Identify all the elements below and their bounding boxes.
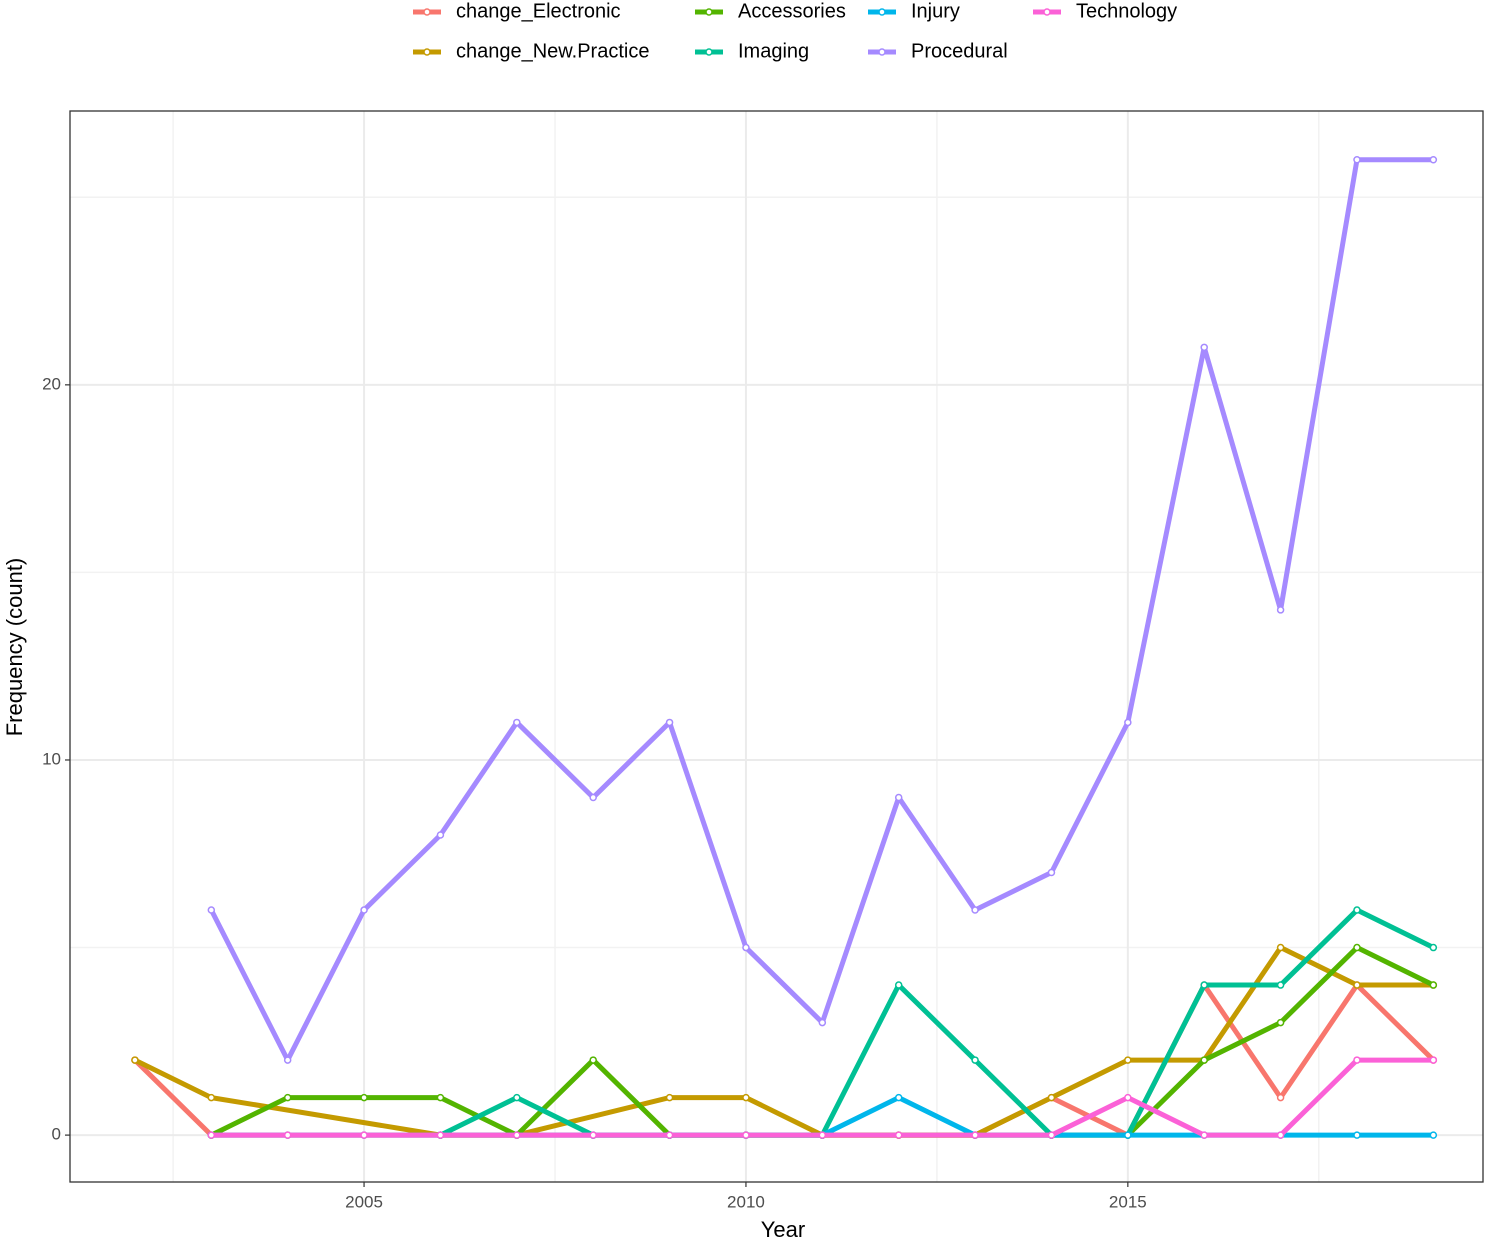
data-point (1353, 1056, 1361, 1064)
legend-label: Imaging (738, 40, 809, 62)
legend-key-point (423, 8, 431, 16)
data-point (1200, 1056, 1208, 1064)
data-point (589, 1056, 597, 1064)
data-point (1200, 343, 1208, 352)
y-tick-label: 0 (52, 1125, 61, 1144)
data-point (1353, 1131, 1361, 1139)
legend-label: Accessories (738, 0, 846, 22)
panel-border (69, 110, 1484, 1183)
legend-key-point (1043, 8, 1051, 16)
data-point (894, 981, 903, 989)
data-point (1124, 718, 1132, 727)
x-axis-title: Year (761, 1217, 805, 1242)
y-tick-label: 20 (42, 374, 61, 393)
x-tick-label: 2005 (345, 1192, 383, 1211)
data-point (1047, 1131, 1056, 1139)
data-point (1276, 1018, 1285, 1027)
data-point (1353, 981, 1361, 989)
data-point (1276, 943, 1285, 952)
data-point (207, 1093, 216, 1102)
y-tick-label: 10 (42, 749, 61, 768)
data-point (1047, 868, 1056, 877)
data-point (1429, 1056, 1438, 1064)
data-point (131, 1056, 139, 1064)
legend-key-point (705, 8, 713, 16)
data-point (1429, 156, 1438, 164)
data-point (283, 1093, 292, 1102)
data-point (513, 1131, 521, 1139)
legend-key-point (878, 8, 886, 16)
data-point (360, 906, 368, 914)
data-point (513, 1093, 521, 1102)
data-point (436, 1131, 445, 1139)
data-point (1047, 1093, 1056, 1102)
data-point (1200, 1131, 1208, 1139)
data-point (283, 1056, 292, 1064)
data-point (207, 1131, 216, 1139)
x-tick-label: 2010 (727, 1192, 765, 1211)
data-point (1200, 981, 1208, 989)
data-point (1353, 906, 1361, 914)
data-point (1429, 943, 1438, 952)
data-point (971, 906, 979, 914)
data-point (894, 1093, 903, 1102)
legend-label: Technology (1076, 0, 1177, 22)
data-point (436, 831, 445, 839)
series-line (209, 157, 1434, 1063)
data-point (283, 1131, 292, 1139)
y-axis-title: Frequency (count) (2, 558, 27, 737)
data-point (513, 718, 521, 727)
data-point (971, 1131, 979, 1139)
legend-label: Procedural (911, 40, 1008, 62)
legend-key-point (878, 48, 886, 56)
data-point (665, 718, 674, 727)
data-point (1353, 943, 1361, 952)
data-point (818, 1018, 827, 1027)
data-point (1353, 156, 1361, 164)
data-point (1276, 981, 1285, 989)
data-point (1429, 981, 1438, 989)
legend-key-point (705, 48, 713, 56)
data-point (818, 1131, 827, 1139)
data-point (1276, 606, 1285, 614)
legend-label: change_Electronic (456, 0, 621, 22)
data-point (360, 1093, 368, 1102)
data-point (589, 1131, 597, 1139)
data-point (360, 1131, 368, 1139)
series-line (210, 945, 1435, 1138)
data-point (894, 1131, 903, 1139)
data-point (665, 1093, 674, 1102)
data-point (665, 1131, 674, 1139)
data-point (971, 1056, 979, 1064)
legend-key-point (423, 48, 431, 56)
legend-label: change_New.Practice (456, 40, 649, 62)
data-point (589, 793, 597, 802)
x-tick-label: 2015 (1109, 1192, 1147, 1211)
data-point (1124, 1056, 1132, 1064)
data-point (894, 793, 903, 802)
data-point (1429, 1131, 1438, 1139)
data-point (436, 1093, 445, 1102)
data-point (1276, 1131, 1285, 1139)
data-point (207, 906, 216, 914)
data-point (742, 1093, 750, 1102)
data-point (1276, 1093, 1285, 1102)
data-point (742, 943, 750, 952)
data-point (1124, 1093, 1132, 1102)
data-point (1124, 1131, 1132, 1139)
data-point (742, 1131, 750, 1139)
legend-label: Injury (911, 0, 960, 22)
